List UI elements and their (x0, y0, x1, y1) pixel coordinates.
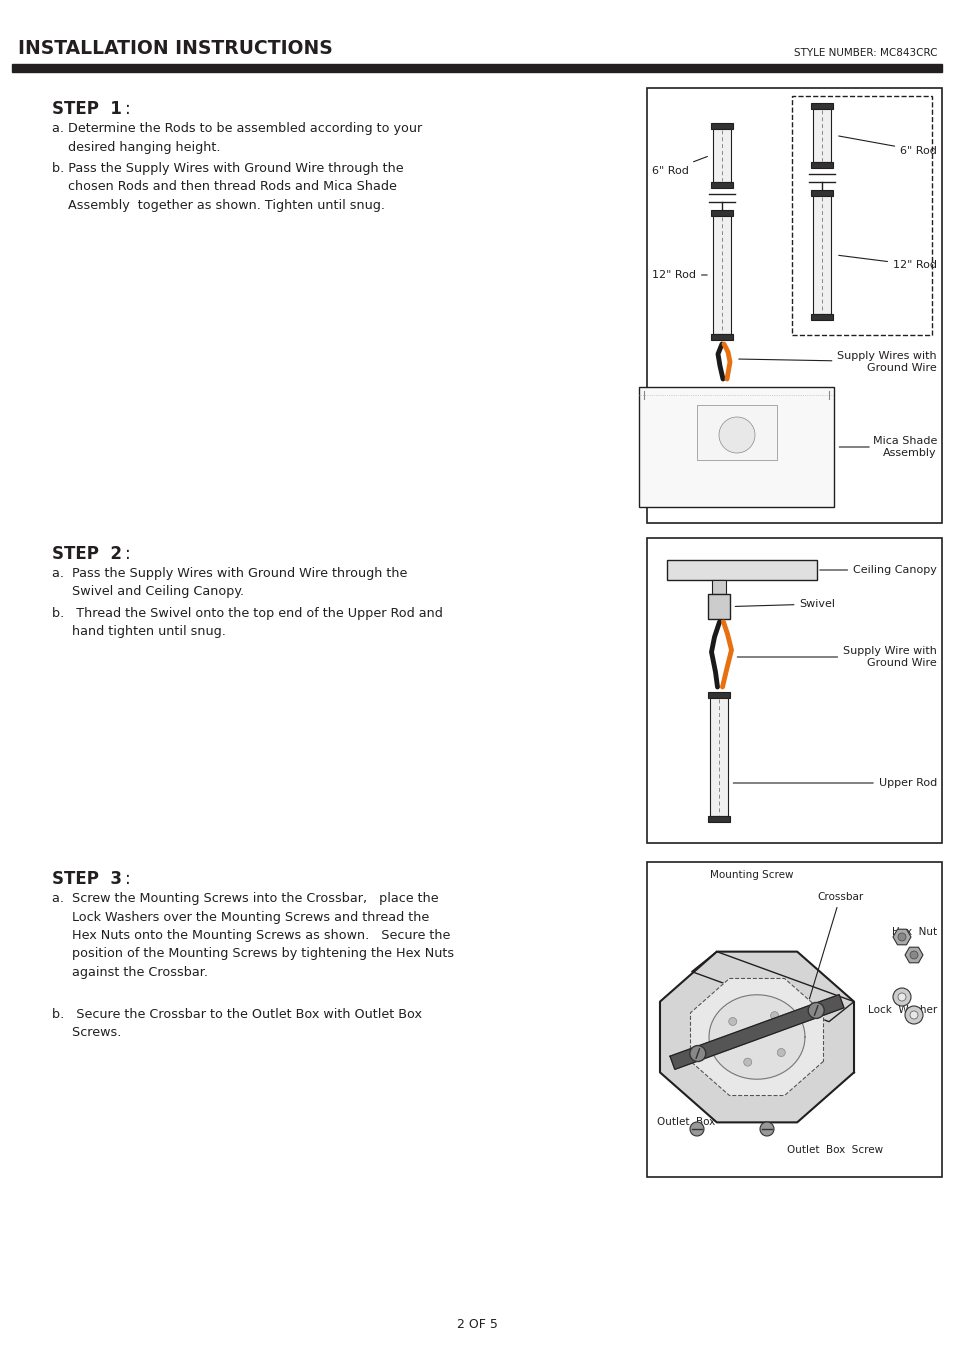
Bar (708, 816, 730, 821)
Polygon shape (659, 951, 853, 1123)
Bar (810, 190, 832, 196)
Text: STEP  2: STEP 2 (52, 544, 122, 563)
Text: b. Pass the Supply Wires with Ground Wire through the
    chosen Rods and then t: b. Pass the Supply Wires with Ground Wir… (52, 162, 403, 212)
Bar (639, 386, 834, 507)
Bar (810, 162, 832, 168)
Circle shape (719, 417, 754, 453)
Circle shape (897, 993, 905, 1001)
Text: a.  Screw the Mounting Screws into the Crossbar,   place the
     Lock Washers o: a. Screw the Mounting Screws into the Cr… (52, 892, 454, 979)
Circle shape (760, 1121, 773, 1136)
Text: 6" Rod: 6" Rod (651, 157, 707, 176)
Text: b.   Secure the Crossbar to the Outlet Box with Outlet Box
     Screws.: b. Secure the Crossbar to the Outlet Box… (52, 1008, 421, 1039)
Circle shape (689, 1121, 703, 1136)
Text: 12" Rod: 12" Rod (838, 255, 936, 270)
Bar (712, 128, 730, 182)
Text: Supply Wire with
Ground Wire: Supply Wire with Ground Wire (737, 646, 936, 667)
Text: :: : (125, 100, 131, 118)
Text: 2 OF 5: 2 OF 5 (456, 1319, 497, 1332)
Text: STEP  1: STEP 1 (52, 100, 122, 118)
Circle shape (777, 1048, 784, 1056)
Text: Supply Wires with
Ground Wire: Supply Wires with Ground Wire (738, 351, 936, 373)
Text: :: : (125, 544, 131, 563)
Bar (12, 63, 941, 72)
Polygon shape (669, 994, 843, 1070)
Polygon shape (892, 929, 910, 944)
Text: 12" Rod: 12" Rod (651, 270, 706, 280)
Circle shape (728, 1017, 736, 1025)
Bar (710, 334, 732, 340)
Circle shape (770, 1012, 778, 1020)
Circle shape (909, 1011, 917, 1019)
Text: Lock  Washer: Lock Washer (867, 1005, 936, 1015)
Circle shape (743, 1058, 751, 1066)
Circle shape (892, 988, 910, 1006)
Bar (710, 182, 732, 188)
Bar (710, 209, 732, 216)
Text: STYLE NUMBER: MC843CRC: STYLE NUMBER: MC843CRC (794, 49, 937, 58)
Polygon shape (708, 994, 804, 1079)
Bar (666, 561, 816, 580)
Circle shape (897, 934, 905, 942)
Bar (810, 103, 832, 109)
Text: Mounting Screw: Mounting Screw (709, 870, 793, 880)
Bar (646, 538, 941, 843)
Bar (708, 692, 730, 698)
Circle shape (807, 1002, 823, 1019)
Text: Swivel: Swivel (735, 598, 835, 609)
Circle shape (909, 951, 917, 959)
Bar (791, 96, 931, 335)
Bar (810, 313, 832, 320)
Text: Outlet  Box  Screw: Outlet Box Screw (786, 1146, 882, 1155)
Text: INSTALLATION INSTRUCTIONS: INSTALLATION INSTRUCTIONS (18, 39, 333, 58)
Text: Outlet  Box: Outlet Box (657, 1117, 715, 1127)
Bar (646, 88, 941, 523)
Text: b.   Thread the Swivel onto the top end of the Upper Rod and
     hand tighten u: b. Thread the Swivel onto the top end of… (52, 607, 442, 639)
Bar (710, 698, 728, 816)
Circle shape (689, 1046, 705, 1062)
Text: Ceiling Canopy: Ceiling Canopy (819, 565, 936, 576)
Text: Upper Rod: Upper Rod (733, 778, 936, 788)
Text: Hex  Nut: Hex Nut (891, 927, 936, 938)
Bar (646, 862, 941, 1177)
Text: 6" Rod: 6" Rod (838, 136, 936, 155)
Bar (708, 594, 730, 619)
Text: a.  Pass the Supply Wires with Ground Wire through the
     Swivel and Ceiling C: a. Pass the Supply Wires with Ground Wir… (52, 567, 407, 598)
Bar (812, 196, 830, 313)
Text: Crossbar: Crossbar (807, 892, 862, 1004)
Polygon shape (690, 978, 822, 1096)
Bar (710, 123, 732, 128)
Polygon shape (691, 951, 853, 1021)
Text: Mica Shade
Assembly: Mica Shade Assembly (872, 436, 936, 458)
Bar (697, 405, 776, 459)
Polygon shape (904, 947, 923, 963)
Circle shape (904, 1006, 923, 1024)
Text: :: : (125, 870, 131, 888)
Text: a. Determine the Rods to be assembled according to your
    desired hanging heig: a. Determine the Rods to be assembled ac… (52, 122, 422, 154)
Bar (812, 109, 830, 162)
Text: STEP  3: STEP 3 (52, 870, 122, 888)
Bar (712, 580, 726, 594)
Bar (712, 216, 730, 334)
